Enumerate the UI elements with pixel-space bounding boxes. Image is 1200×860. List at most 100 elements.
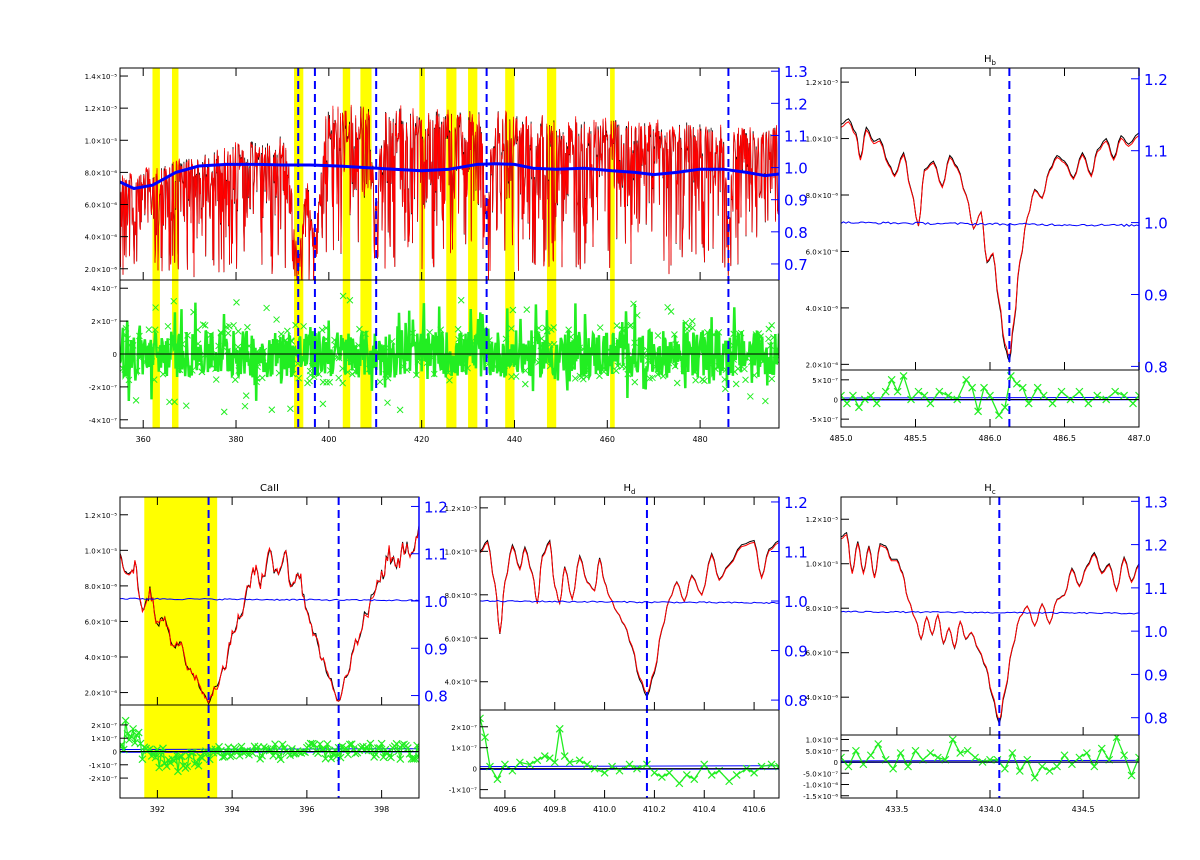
residual-point	[335, 354, 343, 362]
residual-point	[331, 341, 339, 349]
mask-band	[446, 68, 457, 428]
residual-point	[911, 746, 920, 755]
y2-tick-label: 0.8	[1144, 710, 1168, 728]
residual-point	[438, 356, 446, 364]
residual-point	[201, 322, 209, 329]
mask-band	[468, 68, 478, 428]
residual-point	[760, 357, 767, 365]
residual-point	[366, 365, 374, 373]
residual-point	[1075, 753, 1084, 762]
y-tick-label: 2.0×10⁻⁶	[806, 361, 839, 369]
residual-point	[120, 740, 126, 749]
residual-point	[631, 339, 638, 347]
residual-point	[535, 324, 543, 332]
residual-point	[226, 752, 235, 761]
residual-point	[250, 365, 257, 372]
residual-point	[201, 351, 209, 359]
residual-point	[426, 328, 433, 336]
residual-point	[121, 331, 129, 339]
residual-point	[665, 359, 673, 367]
y2-tick-label: 1.1	[1144, 143, 1168, 161]
residual-point	[624, 370, 632, 378]
residual-point	[190, 308, 197, 316]
panel-caii: 392 394 396 398 1.2×10⁻⁵ 1.0×10⁻⁵ 8.0×10⁻⁶ 6.0×…	[85, 483, 448, 814]
residual-point	[673, 379, 681, 387]
y-tick-label: 1.2×10⁻⁵	[806, 516, 839, 524]
residual-point	[1090, 762, 1099, 771]
residual-point	[550, 758, 559, 767]
residual-point	[502, 335, 510, 343]
residual-tick-label: 5.0×10⁻⁷	[806, 748, 839, 756]
y2-tick-label: 1.2	[784, 95, 808, 113]
residual-tick-label: 2×10⁻⁷	[91, 318, 117, 326]
y2-tick-label: 0.9	[784, 643, 808, 661]
residual-point	[625, 760, 634, 769]
residual-point	[926, 749, 935, 757]
y-tick-label: 6.0×10⁻⁶	[85, 202, 118, 210]
y2-tick-label: 1.2	[784, 494, 808, 512]
residual-point	[889, 764, 898, 773]
residual-point	[196, 360, 203, 368]
panel-title-main: H	[624, 483, 632, 494]
residual-point	[1024, 399, 1033, 408]
residual-point	[541, 324, 549, 332]
residual-point	[224, 347, 231, 355]
residual-tick-label: 1.0×10⁻⁶	[806, 737, 839, 745]
panel-full: 360 380 400 420 440 460 480 1.4×10⁻⁵ 1.2×10⁻⁵ 1.0…	[85, 63, 808, 444]
x-tick-label: 487.0	[1128, 434, 1151, 443]
residual-point	[183, 762, 192, 771]
residual-point	[454, 325, 462, 333]
residual-tick-label: 0	[113, 351, 117, 359]
residual-area	[120, 292, 779, 416]
residual-point	[1000, 764, 1009, 773]
residual-point	[205, 755, 214, 764]
mask-band	[342, 68, 351, 428]
y2-tick-label: 0.7	[784, 256, 808, 274]
x-tick-label: 434.5	[1072, 805, 1095, 814]
residual-point	[550, 340, 558, 348]
continuum-curve	[120, 597, 419, 602]
y-tick-label: 1.0×10⁻⁵	[85, 137, 118, 145]
residual-point	[974, 407, 983, 416]
residual-point	[680, 365, 688, 373]
residual-tick-label: -2×10⁻⁷	[89, 384, 117, 392]
mask-band	[171, 68, 179, 428]
residual-point	[300, 322, 307, 330]
residual-point	[627, 321, 635, 329]
residual-point	[667, 308, 675, 315]
residual-point	[151, 753, 160, 762]
residual-point	[138, 755, 147, 764]
residual-point	[755, 330, 763, 337]
residual-point	[721, 385, 729, 393]
residual-point	[933, 753, 942, 762]
residual-curve	[120, 302, 779, 402]
residual-point	[292, 321, 299, 329]
residual-point	[1039, 391, 1048, 400]
residual-point	[362, 330, 369, 338]
residual-point	[344, 368, 352, 376]
residual-point	[710, 331, 718, 339]
residual-point	[245, 342, 253, 350]
y-tick-label: 6.0×10⁻⁶	[445, 635, 478, 643]
spectrum-area	[120, 104, 779, 280]
residual-point	[948, 735, 957, 744]
y2-tick-label: 1.1	[424, 546, 448, 564]
residual-point	[1129, 399, 1137, 408]
y-tick-label: 8.0×10⁻⁶	[445, 592, 478, 600]
residual-point	[241, 402, 249, 410]
panel-hb: 485.0 485.5 486.0 486.5 487.0 1.2×10⁻⁵ 1.0×10⁻…	[806, 54, 1168, 443]
residual-point	[962, 375, 971, 384]
y-tick-label: 6.0×10⁻⁶	[806, 248, 839, 256]
residual-point	[364, 746, 373, 755]
residual-point	[500, 760, 509, 769]
panel-hg: 433.5 434.0 434.5 1.2×10⁻⁵ 1.0×10⁻⁵ 8.0×10⁻⁶ 6…	[803, 483, 1168, 814]
residual-curve	[841, 735, 1139, 780]
residual-point	[188, 748, 197, 757]
residual-point	[721, 376, 729, 383]
residual-area	[480, 714, 779, 788]
continuum-curve	[841, 610, 1139, 615]
y2-tick-label: 1.0	[424, 593, 448, 611]
observed-spectrum	[841, 118, 1139, 364]
residual-point	[366, 739, 375, 748]
x-tick-label: 434.0	[979, 805, 1002, 814]
